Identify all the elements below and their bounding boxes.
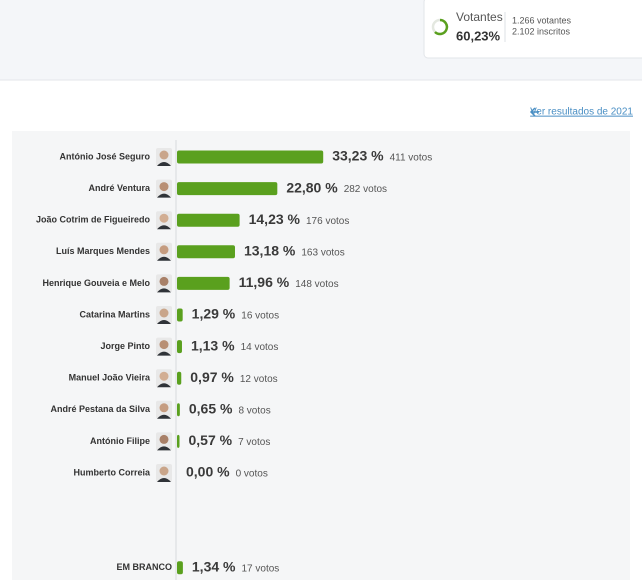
category-label: Luís Marques Mendes [56, 246, 150, 256]
votes-label: 148 votos [295, 279, 338, 290]
voters: 1.266 votantes [512, 15, 572, 25]
avatar-face [159, 403, 169, 413]
percent-label: 1,13 % [191, 337, 235, 353]
avatar-body [157, 225, 171, 230]
bar [177, 434, 180, 448]
votes-label: 282 votos [344, 184, 387, 195]
percent-label: 33,23 % [332, 148, 384, 164]
votes-label: 7 votos [238, 437, 270, 448]
category-label: EM BRANCO [117, 562, 173, 572]
category-label: André Ventura [88, 183, 151, 193]
bar [177, 340, 182, 354]
category-label: André Pestana da Silva [50, 404, 151, 414]
bar [177, 561, 183, 575]
bar [177, 308, 183, 322]
avatar-body [157, 162, 171, 166]
bar [177, 213, 240, 227]
avatar-face [159, 182, 169, 192]
category-label: Manuel João Vieira [69, 373, 151, 383]
percent-label: 11,96 % [239, 274, 290, 290]
category-label: Henrique Gouveia e Melo [42, 278, 150, 288]
category-label: Humberto Correia [73, 467, 151, 477]
bar [177, 150, 324, 164]
avatar-face [159, 308, 169, 318]
avatar-body [157, 478, 171, 482]
percent-label: 0,00 % [186, 464, 230, 480]
votes-label: 8 votos [238, 405, 270, 416]
turnout-card [423, 0, 642, 59]
rows: António José Seguro 33,23 % 411 votos André… [36, 148, 433, 575]
avatar-body [157, 288, 171, 293]
percent-label: 1,29 % [192, 306, 236, 322]
avatar-body [157, 383, 171, 388]
avatar-body [157, 351, 171, 356]
previous-results-link[interactable]: Ver resultados de 2021 [530, 107, 633, 118]
turnout-percent: 60,23% [456, 28, 501, 43]
percent-label: 0,97 % [190, 369, 234, 385]
votes-label: 14 votos [241, 342, 279, 353]
avatar-body [157, 446, 171, 451]
category-label: Jorge Pinto [100, 341, 150, 351]
avatar-face [159, 245, 169, 255]
category-label: João Cotrim de Figueiredo [36, 215, 151, 225]
avatar-face [159, 150, 169, 160]
bar [177, 403, 180, 417]
avatar-body [157, 256, 171, 261]
votes-label: 176 votos [306, 216, 349, 227]
category-label: Catarina Martins [79, 309, 150, 319]
percent-label: 13,18 % [244, 243, 296, 259]
votes-label: 0 votos [236, 469, 268, 480]
avatar-face [159, 434, 169, 444]
avatar-body [157, 193, 171, 198]
registered: 2.102 inscritos [512, 26, 571, 36]
percent-label: 0,65 % [189, 401, 233, 417]
bar [177, 182, 278, 196]
votes-label: 16 votos [241, 311, 279, 322]
percent-label: 14,23 % [249, 211, 301, 227]
category-label: António Filipe [90, 436, 150, 446]
avatar-body [157, 320, 171, 324]
turnout-title: Votantes [456, 10, 503, 24]
avatar-face [159, 466, 169, 476]
votes-label: 12 votos [240, 374, 278, 385]
avatar-face [159, 213, 169, 223]
percent-label: 0,57 % [189, 432, 233, 448]
avatar-face [159, 340, 169, 350]
percent-label: 1,34 % [192, 559, 236, 575]
bar [177, 276, 230, 290]
category-label: António José Seguro [59, 151, 150, 161]
avatar-body [157, 414, 171, 419]
chart-panel [12, 131, 630, 580]
avatar-face [159, 371, 169, 381]
avatar-face [159, 276, 169, 286]
bar [177, 371, 182, 385]
votes-label: 163 votos [301, 247, 344, 258]
turnout-ring [434, 18, 449, 36]
percent-label: 22,80 % [286, 179, 338, 195]
votes-label: 411 votos [390, 153, 433, 164]
votes-label: 17 votos [241, 563, 279, 574]
bar [177, 245, 235, 259]
back-arrow[interactable] [529, 107, 539, 117]
